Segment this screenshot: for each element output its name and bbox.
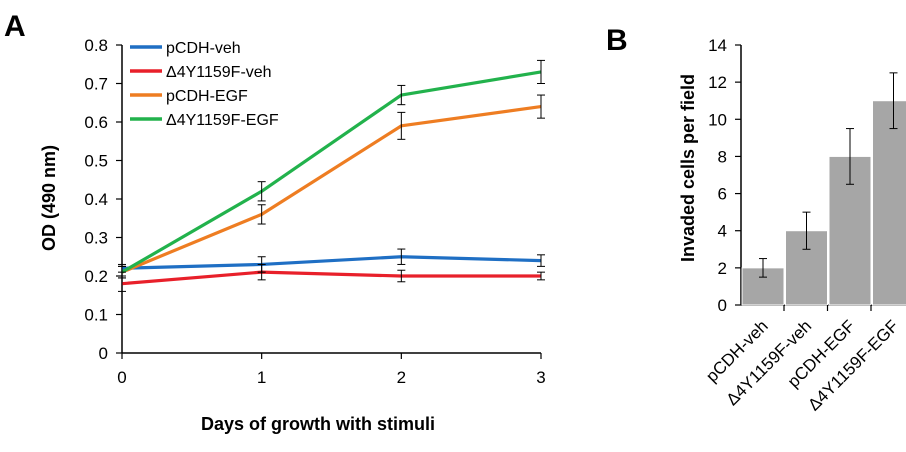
chart-b-y-axis-title: Invaded cells per field: [678, 74, 698, 262]
chart-b-y-tick-label: 8: [718, 147, 727, 166]
chart-a-y-tick-label: 0.4: [84, 190, 108, 209]
chart-a-x-tick-label: 3: [536, 368, 545, 387]
legend-label-2: Δ4Y1159F-veh: [166, 64, 272, 81]
chart-b-y-tick-label: 12: [708, 73, 727, 92]
chart-a-y-tick-label: 0.2: [84, 267, 108, 286]
chart-a-x-axis-title: Days of growth with stimuli: [201, 414, 435, 434]
chart-a-y-tick-label: 0: [99, 344, 108, 363]
chart-a-x-tick-label: 0: [117, 368, 126, 387]
chart-a-x-ticks: 0 1 2 3: [117, 353, 546, 387]
chart-b-y-tick-label: 14: [708, 36, 727, 55]
chart-b-y-tick-label: 6: [718, 185, 727, 204]
series-line-1: [121, 255, 542, 270]
chart-a-y-tick-label: 0.3: [84, 229, 108, 248]
chart-a-y-tick-label: 0.7: [84, 75, 108, 94]
legend-label-1: pCDH-veh: [166, 40, 241, 57]
chart-a-y-tick-label: 0.6: [84, 113, 108, 132]
legend-label-4: Δ4Y1159F-EGF: [166, 112, 279, 129]
chart-a-series: [118, 59, 545, 292]
chart-a-legend: pCDH-veh Δ4Y1159F-veh pCDH-EGF Δ4Y1159F-EGF: [130, 40, 279, 129]
chart-b-bars: [741, 72, 906, 311]
chart-b-y-tick-label: 4: [718, 222, 727, 241]
chart-a-y-tick-label: 0.5: [84, 152, 108, 171]
series-line-3: [121, 105, 542, 274]
chart-b-y-tick-label: 0: [718, 296, 727, 315]
panel-a-letter: A: [4, 10, 26, 43]
chart-a-x-tick-label: 2: [397, 368, 406, 387]
chart-a-y-ticks: 0 0.1 0.2 0.3 0.4 0.5 0.6 0.7 0.8: [84, 36, 122, 363]
legend-label-3: pCDH-EGF: [166, 88, 248, 105]
chart-b-y-tick-label: 2: [718, 259, 727, 278]
series-line-4: [121, 70, 542, 274]
chart-a-x-tick-label: 1: [257, 368, 266, 387]
series-line-2: [121, 270, 541, 286]
chart-a-y-tick-label: 0.1: [84, 306, 108, 325]
chart-a-y-axis-title: OD (490 nm): [39, 145, 59, 251]
panel-b-letter: B: [606, 24, 628, 57]
bar-4: [872, 100, 906, 306]
chart-b: 0 2 4 6 8 10 12 14 pCDH-vehΔ4Y1159F-vehpCDH-EGF…: [678, 36, 906, 414]
chart-b-y-tick-label: 10: [708, 110, 727, 129]
chart-a: 0 0.1 0.2 0.3 0.4 0.5 0.6 0.7 0.8 0 1 2 3 pCDH-veh Δ…: [39, 36, 546, 434]
chart-a-y-tick-label: 0.8: [84, 36, 108, 55]
chart-b-y-ticks: 0 2 4 6 8 10 12 14: [708, 36, 741, 315]
